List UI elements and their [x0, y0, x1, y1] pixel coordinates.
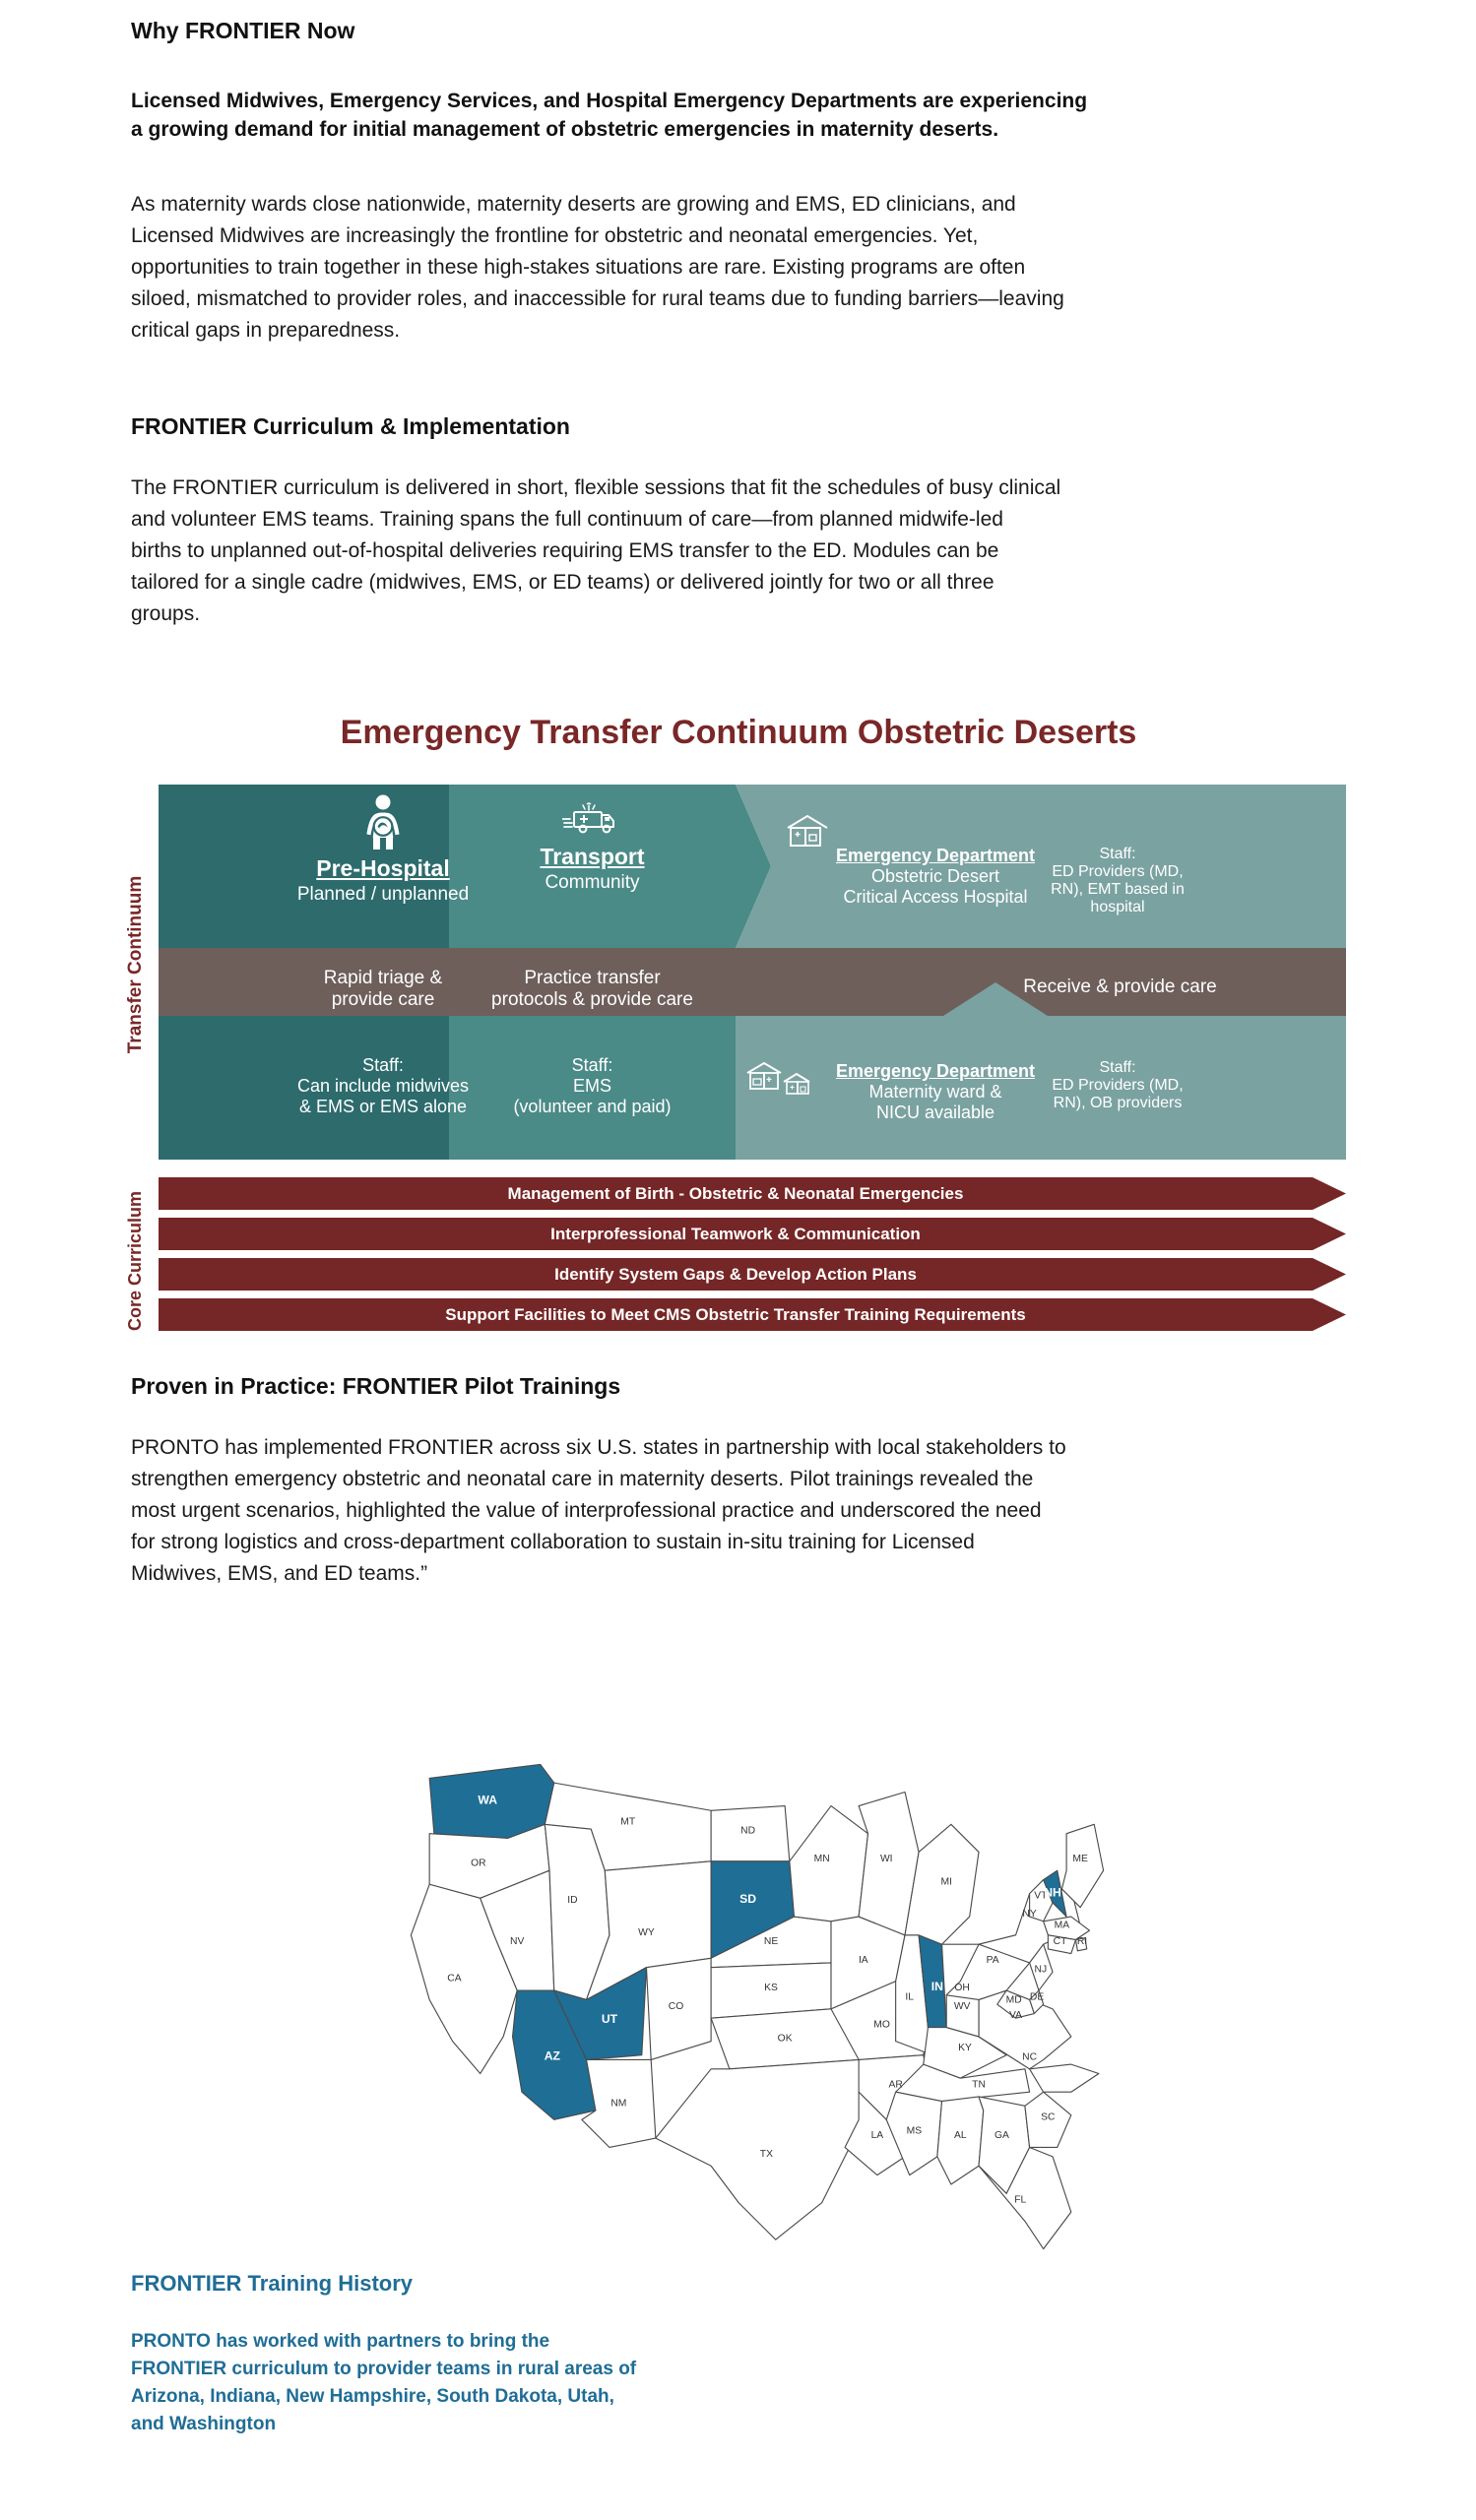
svg-text:NM: NM: [610, 2098, 626, 2109]
svg-text:FL: FL: [1014, 2195, 1026, 2206]
svg-text:RI: RI: [1077, 1936, 1087, 1947]
svg-text:IA: IA: [859, 1955, 868, 1966]
svg-text:MA: MA: [1055, 1920, 1070, 1930]
svg-text:NE: NE: [764, 1936, 778, 1947]
svg-text:TN: TN: [972, 2080, 986, 2091]
svg-text:WY: WY: [638, 1927, 655, 1938]
svg-text:KY: KY: [958, 2043, 972, 2053]
svg-text:MI: MI: [940, 1876, 951, 1887]
svg-text:AR: AR: [888, 2080, 902, 2091]
svg-text:NV: NV: [510, 1936, 524, 1947]
svg-text:NC: NC: [1022, 2051, 1037, 2062]
svg-text:WA: WA: [478, 1794, 497, 1807]
svg-text:IN: IN: [931, 1980, 943, 1993]
svg-text:MO: MO: [873, 2020, 890, 2031]
svg-text:MT: MT: [620, 1816, 636, 1827]
svg-text:TX: TX: [760, 2149, 773, 2160]
svg-text:AL: AL: [954, 2130, 967, 2141]
svg-text:ND: ND: [740, 1826, 755, 1837]
svg-text:Core Curriculum: Core Curriculum: [125, 1191, 145, 1331]
svg-text:GA: GA: [995, 2130, 1009, 2141]
svg-text:AZ: AZ: [545, 2048, 561, 2062]
svg-text:ID: ID: [567, 1895, 577, 1906]
svg-text:NY: NY: [1022, 1909, 1036, 1920]
svg-text:ME: ME: [1072, 1854, 1088, 1864]
svg-text:LA: LA: [871, 2130, 884, 2141]
svg-text:WV: WV: [954, 2001, 971, 2012]
svg-text:OR: OR: [471, 1858, 485, 1869]
svg-text:CT: CT: [1054, 1936, 1067, 1947]
svg-text:SD: SD: [739, 1892, 756, 1906]
svg-text:KS: KS: [764, 1983, 778, 1993]
svg-text:VA: VA: [1009, 2010, 1022, 2021]
svg-text:SC: SC: [1041, 2111, 1056, 2122]
svg-text:MS: MS: [907, 2125, 923, 2136]
svg-text:NJ: NJ: [1035, 1964, 1048, 1975]
svg-text:IL: IL: [905, 1991, 914, 2002]
svg-text:DE: DE: [1030, 1991, 1044, 2002]
svg-text:OK: OK: [778, 2034, 793, 2045]
svg-text:Transfer Continuum: Transfer Continuum: [125, 876, 146, 1054]
svg-text:MN: MN: [814, 1854, 830, 1864]
svg-text:UT: UT: [602, 2012, 618, 2026]
svg-text:WI: WI: [880, 1854, 893, 1864]
svg-text:OH: OH: [954, 1983, 969, 1993]
svg-text:CO: CO: [669, 2001, 683, 2012]
svg-text:MD: MD: [1006, 1994, 1022, 2005]
svg-text:PA: PA: [987, 1955, 999, 1966]
svg-text:CA: CA: [447, 1974, 461, 1984]
svg-text:NH: NH: [1044, 1885, 1061, 1899]
